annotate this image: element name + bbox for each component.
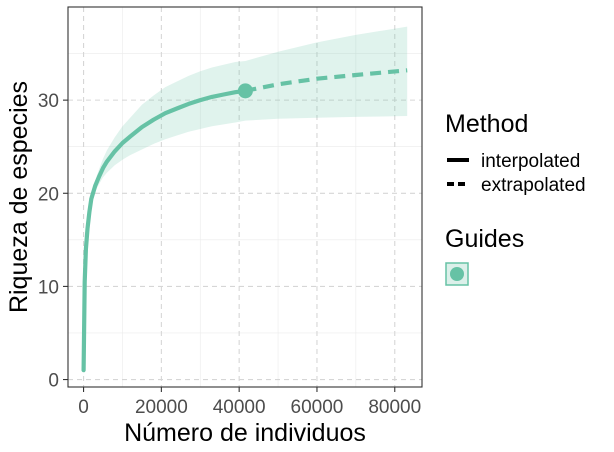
x-tick-label: 40000 bbox=[213, 397, 266, 418]
x-tick-label: 0 bbox=[78, 397, 89, 418]
data-marks bbox=[81, 26, 408, 373]
x-axis-ticks: 0 20000 40000 60000 80000 bbox=[78, 387, 421, 418]
legend-label-interpolated: interpolated bbox=[481, 151, 580, 172]
series-line-extrapolated bbox=[244, 68, 408, 93]
x-tick-label: 60000 bbox=[291, 397, 344, 418]
x-axis-title: Número de individuos bbox=[124, 419, 366, 447]
legend: Method interpolated extrapolated Guides bbox=[445, 110, 586, 286]
plot-panel bbox=[68, 7, 422, 387]
y-axis-ticks: 0 10 20 30 bbox=[38, 91, 68, 392]
y-tick-label: 30 bbox=[38, 91, 59, 112]
major-gridlines bbox=[68, 7, 422, 387]
x-tick-label: 20000 bbox=[135, 397, 188, 418]
plot-border bbox=[67, 6, 423, 388]
legend-method-title: Method bbox=[445, 110, 528, 138]
minor-gridlines bbox=[68, 7, 422, 387]
legend-guides-title: Guides bbox=[445, 225, 524, 253]
y-tick-label: 20 bbox=[38, 184, 59, 205]
legend-label-extrapolated: extrapolated bbox=[481, 175, 586, 196]
x-tick-label: 80000 bbox=[368, 397, 421, 418]
series-line-interpolated bbox=[81, 88, 248, 373]
y-tick-label: 10 bbox=[38, 277, 59, 298]
legend-guides-point-icon bbox=[450, 267, 464, 281]
y-tick-label: 0 bbox=[48, 371, 59, 392]
reference-sample-point bbox=[237, 83, 253, 99]
y-axis-title: Riqueza de especies bbox=[5, 81, 33, 313]
